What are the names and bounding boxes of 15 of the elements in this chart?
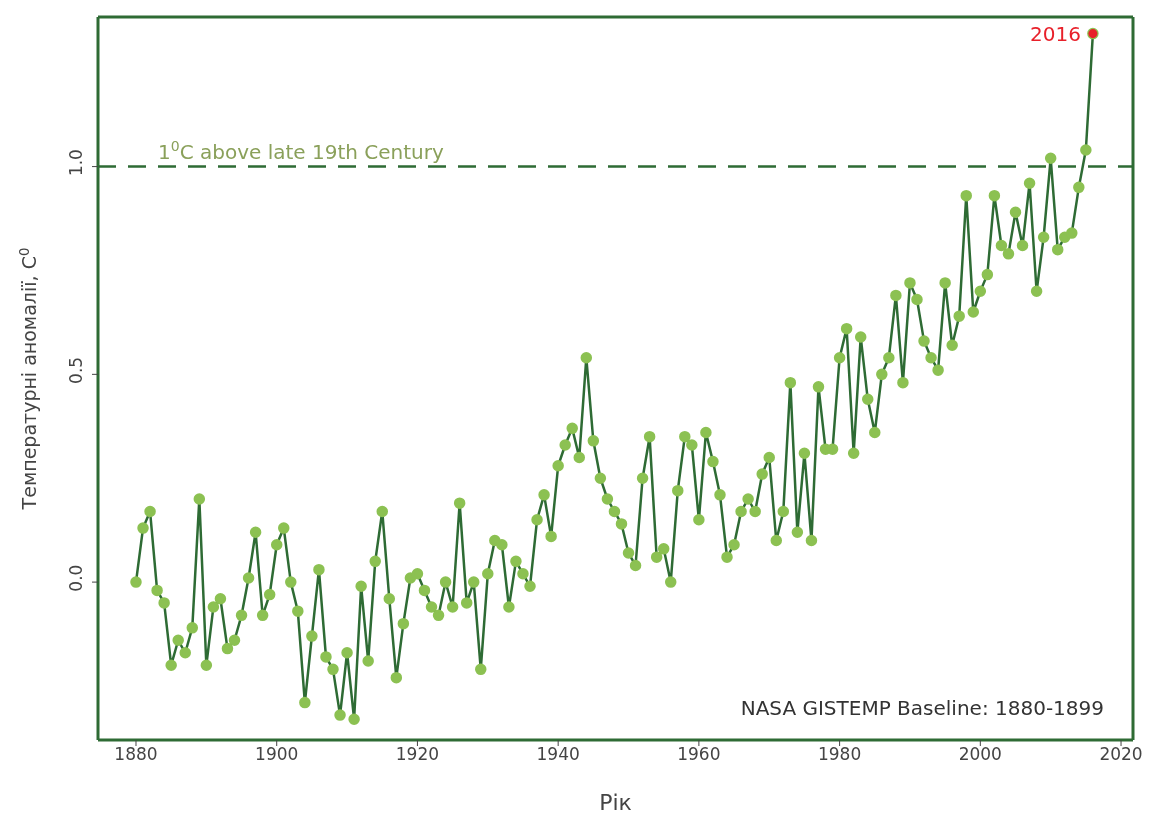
x-tick-label: 2000 xyxy=(958,744,1002,765)
x-tick-label: 2020 xyxy=(1099,744,1143,765)
x-tick-label: 1880 xyxy=(114,744,158,765)
x-tick-label: 1940 xyxy=(536,744,580,765)
x-tick-label: 1980 xyxy=(817,744,862,765)
y-tick-label: 1.0 xyxy=(66,149,86,177)
x-tick-label: 1960 xyxy=(677,744,721,765)
x-tick-label: 1900 xyxy=(255,744,299,765)
annotation: 2016 xyxy=(1029,21,1081,46)
ref-line-label: 1$^{0}$C above late 19th Century xyxy=(158,137,444,164)
x-axis-title: Рік xyxy=(599,790,632,815)
x-tick-label: 1920 xyxy=(395,744,440,765)
y-tick-label: 0.5 xyxy=(66,356,86,384)
annotation: NASA GISTEMP Baseline: 1880-1899 xyxy=(740,696,1104,720)
y-tick-label: 0.0 xyxy=(66,564,86,592)
